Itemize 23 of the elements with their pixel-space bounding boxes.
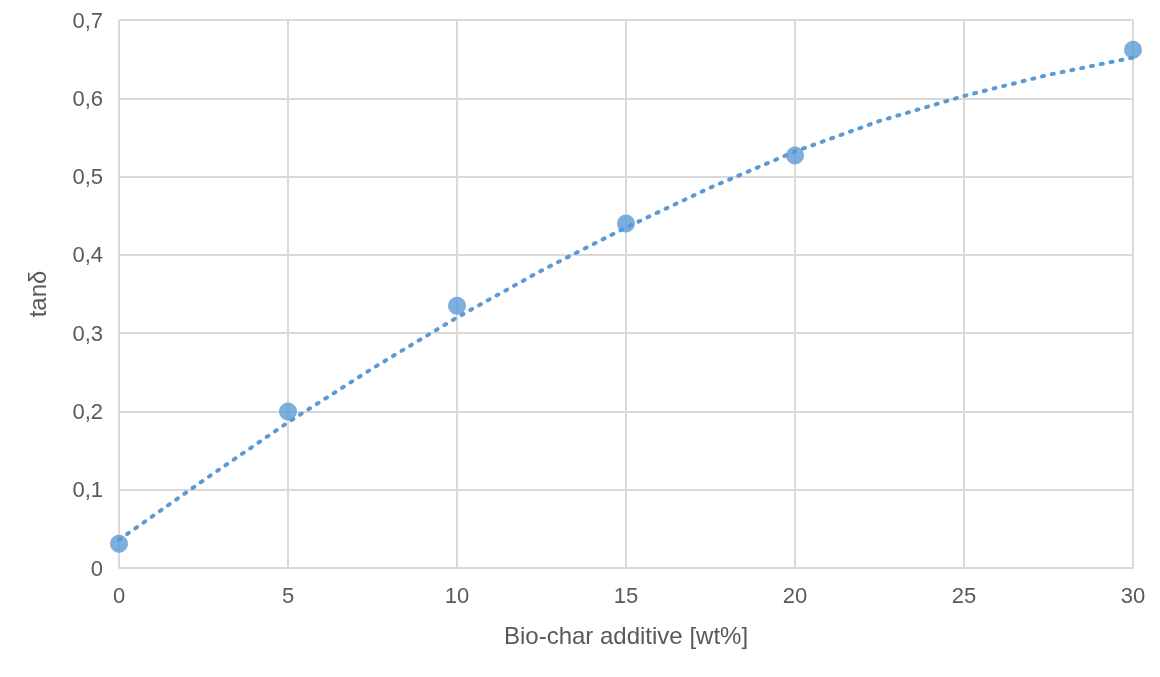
y-tick-label: 0,2 (72, 398, 103, 424)
y-tick-label: 0,7 (72, 7, 103, 33)
y-tick-label: 0,5 (72, 164, 103, 190)
y-tick-label: 0,6 (72, 85, 103, 111)
point (279, 402, 297, 421)
x-tick-label: 0 (112, 582, 126, 608)
x-axis-title: Bio-char additive [wt%] (503, 621, 749, 649)
y-tick-label: 0,3 (72, 320, 103, 346)
x-tick-label: 25 (951, 582, 977, 608)
x-tick-label: 5 (281, 582, 295, 608)
y-tick-label: 0,1 (72, 477, 103, 503)
point (786, 146, 804, 165)
point (1124, 40, 1142, 59)
x-tick-label: 20 (782, 582, 808, 608)
point (448, 296, 466, 315)
point (617, 214, 635, 233)
y-axis-title: tanδ (23, 270, 51, 318)
x-tick-label: 30 (1120, 582, 1146, 608)
point (110, 534, 128, 553)
x-tick-label: 15 (613, 582, 639, 608)
y-tick-label: 0,4 (72, 242, 103, 268)
x-tick-label: 10 (444, 582, 470, 608)
y-tick-label: 0 (90, 555, 103, 581)
